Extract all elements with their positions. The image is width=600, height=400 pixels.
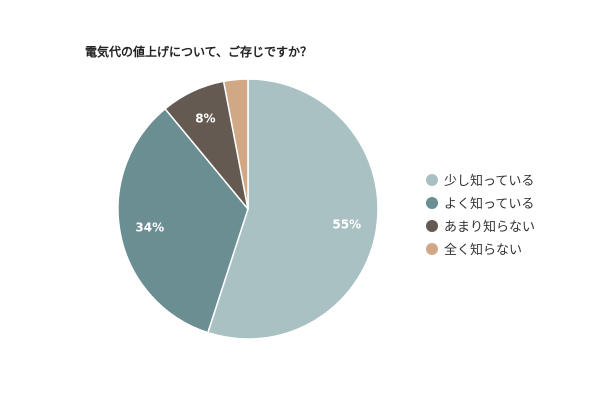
legend-swatch xyxy=(426,242,438,255)
legend: 少し知っている よく知っている あまり知らない 全く知らない xyxy=(426,168,535,260)
legend-label: 全く知らない xyxy=(444,243,523,258)
slice-label: 34% xyxy=(135,221,164,235)
chart-title: 電気代の値上げについて、ご存じですか？ xyxy=(85,45,313,59)
legend-item: 少し知っている xyxy=(426,168,535,191)
legend-item: あまり知らない xyxy=(426,214,535,237)
slice-label: 8% xyxy=(195,112,215,126)
pie-slice-b xyxy=(117,107,249,334)
legend-item: よく知っている xyxy=(426,191,535,214)
legend-swatch xyxy=(426,219,438,232)
legend-label: あまり知らない xyxy=(444,220,536,235)
pie-slice-a xyxy=(206,78,379,340)
legend-swatch xyxy=(426,196,438,209)
legend-swatch xyxy=(426,173,438,186)
pie-slice-d xyxy=(222,78,249,210)
legend-label: 少し知っている xyxy=(444,174,535,189)
slice-label: 55% xyxy=(332,218,361,232)
legend-label: よく知っている xyxy=(444,197,535,212)
legend-item: 全く知らない xyxy=(426,237,535,260)
